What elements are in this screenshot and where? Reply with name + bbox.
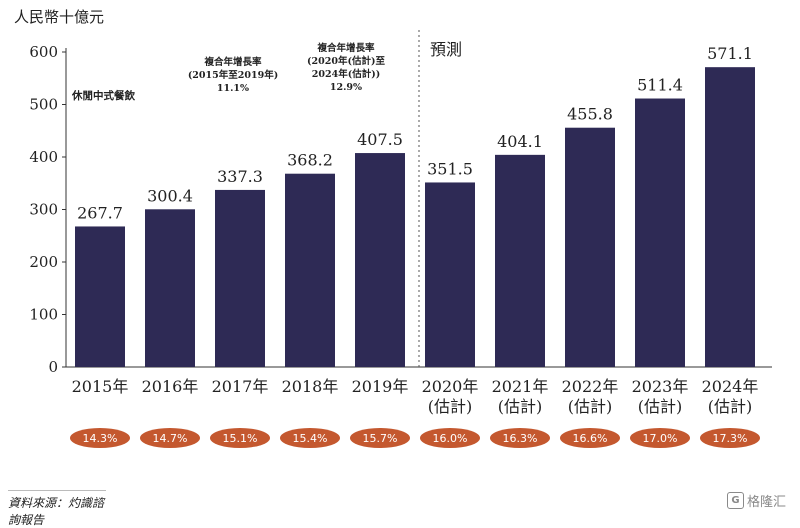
percentage-pill (560, 428, 620, 448)
data-label: 404.1 (497, 132, 543, 151)
watermark-text: 格隆汇 (746, 495, 786, 510)
cagr-forecast-line: 2024年(估計)) (311, 69, 381, 80)
bar (425, 182, 475, 367)
x-tick-label: 2020年 (422, 377, 479, 396)
percentage-pill (700, 428, 760, 448)
x-tick-label: 2021年 (492, 377, 549, 396)
x-tick-label: 2023年 (632, 377, 689, 396)
x-tick-label: 2018年 (282, 377, 339, 396)
data-label: 455.8 (567, 105, 613, 124)
data-label: 267.7 (77, 203, 123, 222)
percentage-pill (210, 428, 270, 448)
x-tick-label: 2016年 (142, 377, 199, 396)
data-label: 571.1 (707, 44, 753, 63)
cagr-historical-line: (2015年至2019年) (187, 70, 279, 81)
y-tick-label: 500 (29, 96, 58, 114)
percentage-pill (420, 428, 480, 448)
watermark-logo-icon: G (726, 492, 744, 509)
x-tick-label: (估計) (428, 397, 473, 416)
data-label: 300.4 (147, 186, 193, 205)
x-tick-label: 2017年 (212, 377, 269, 396)
bar (635, 98, 685, 367)
cagr-historical: 複合年增長率 (2015年至2019年) 11.1% (178, 56, 288, 95)
percentage-pill (350, 428, 410, 448)
cagr-forecast-line: 複合年增長率 (317, 43, 375, 54)
bar (285, 173, 335, 367)
percentage-label: 14.3% (83, 432, 118, 445)
source-note: 資料來源：灼識諮詢報告 (8, 490, 106, 528)
percentage-pill (70, 428, 130, 448)
bar (495, 154, 545, 367)
percentage-label: 15.1% (223, 432, 258, 445)
cagr-forecast: 複合年增長率 (2020年(估計)至 2024年(估計)) 12.9% (284, 42, 408, 94)
x-tick-label: 2024年 (702, 377, 759, 396)
data-label: 368.2 (287, 151, 333, 170)
y-tick-label: 100 (29, 306, 58, 324)
percentage-pill (280, 428, 340, 448)
cagr-historical-line: 11.1% (216, 83, 250, 94)
unit-label: 人民幣十億元 (14, 8, 105, 26)
x-tick-label: 2015年 (72, 377, 129, 396)
forecast-label: 預測 (430, 40, 463, 59)
percentage-pill (490, 428, 550, 448)
cagr-historical-line: 複合年增長率 (204, 57, 262, 68)
percentage-label: 15.7% (363, 432, 398, 445)
y-tick-label: 300 (29, 201, 58, 219)
bar (75, 226, 125, 367)
y-tick-label: 0 (48, 358, 58, 376)
bar (145, 209, 195, 367)
percentage-label: 16.6% (573, 432, 608, 445)
cagr-forecast-line: 12.9% (329, 82, 363, 93)
data-label: 407.5 (357, 130, 403, 149)
bar (705, 67, 755, 368)
x-tick-label: (估計) (568, 397, 613, 416)
bar (215, 189, 265, 367)
x-tick-label: (估計) (638, 397, 683, 416)
percentage-label: 17.3% (713, 432, 748, 445)
x-tick-label: (估計) (708, 397, 753, 416)
percentage-pill (630, 428, 690, 448)
x-tick-label: (估計) (498, 397, 543, 416)
percentage-label: 15.4% (293, 432, 328, 445)
x-tick-label: 2022年 (562, 377, 619, 396)
percentage-pill (140, 428, 200, 448)
bar (565, 127, 615, 367)
y-tick-label: 400 (29, 148, 58, 166)
data-label: 337.3 (217, 167, 263, 186)
series-label: 休閒中式餐飲 (72, 90, 135, 102)
data-label: 511.4 (637, 76, 683, 95)
percentage-label: 14.7% (153, 432, 188, 445)
x-tick-label: 2019年 (352, 377, 409, 396)
bar (355, 153, 405, 367)
data-label: 351.5 (427, 159, 473, 178)
y-tick-label: 200 (29, 253, 58, 271)
y-tick-label: 600 (29, 43, 58, 61)
chart-canvas: 0 100 200 300 400 500 600 267.7 2015年 14.3% 300.4 2… (29, 30, 772, 448)
watermark: G 格隆汇 (726, 491, 786, 510)
percentage-label: 16.3% (503, 432, 538, 445)
percentage-label: 16.0% (433, 432, 468, 445)
percentage-label: 17.0% (643, 432, 678, 445)
cagr-forecast-line: (2020年(估計)至 (307, 56, 385, 67)
